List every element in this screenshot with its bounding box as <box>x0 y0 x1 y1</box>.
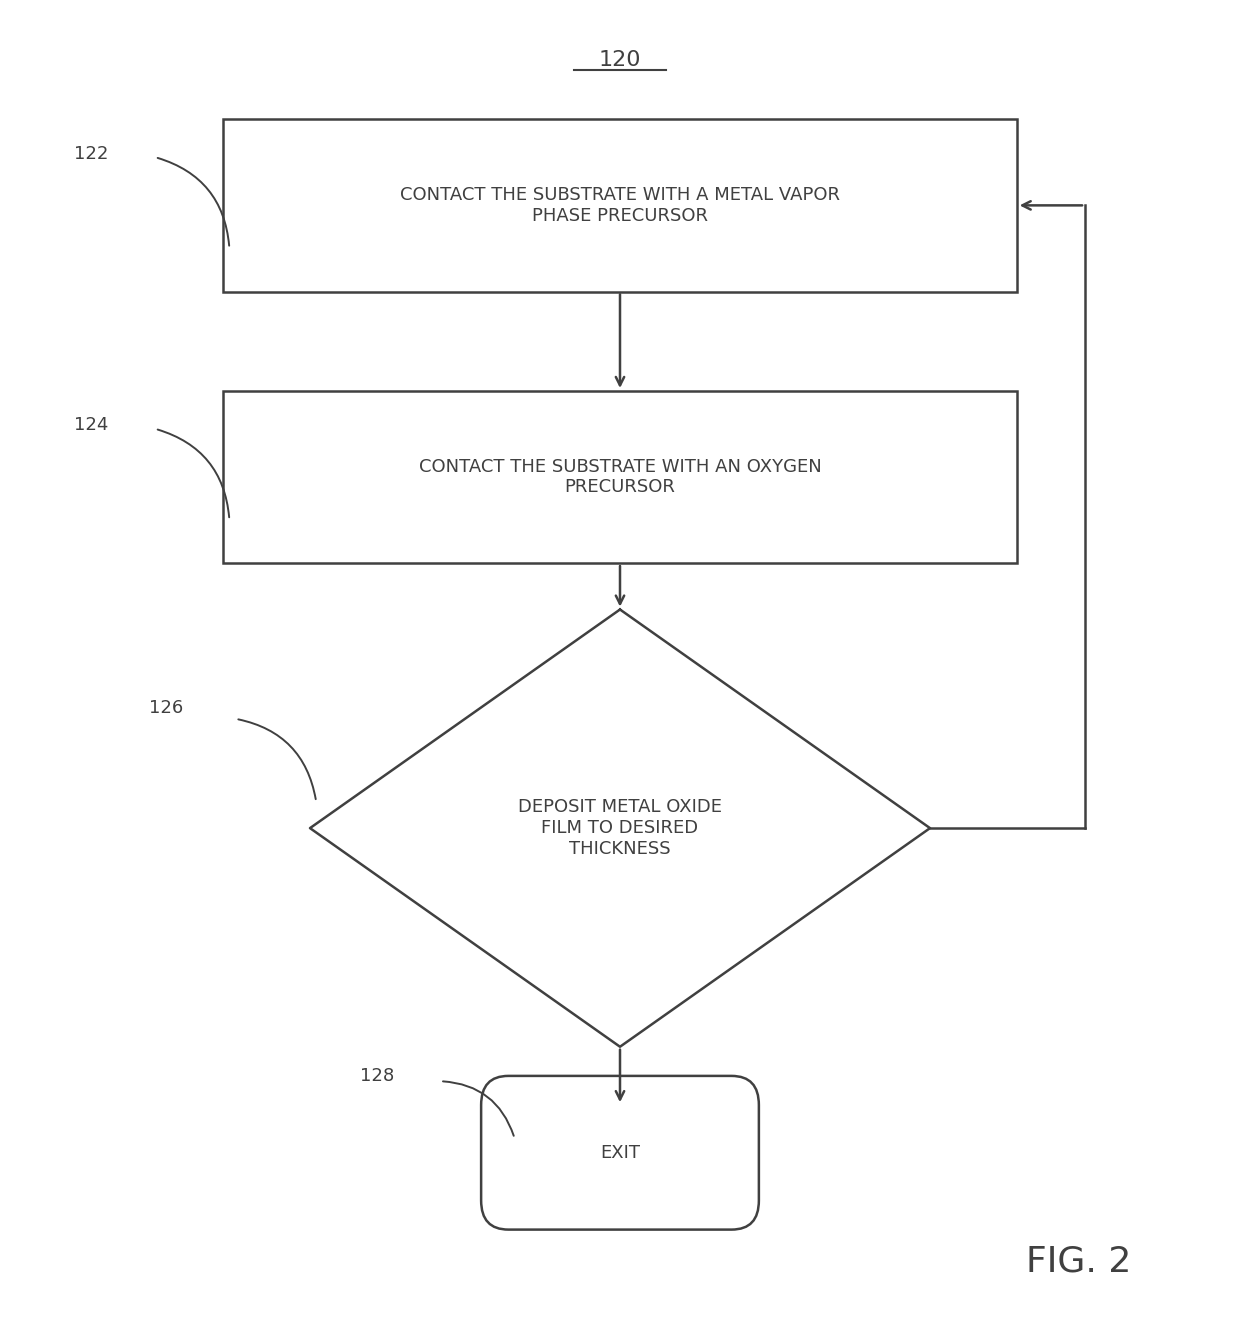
Text: 126: 126 <box>149 698 184 717</box>
FancyBboxPatch shape <box>481 1076 759 1230</box>
Text: 122: 122 <box>74 144 109 163</box>
Text: 128: 128 <box>360 1068 394 1085</box>
Text: CONTACT THE SUBSTRATE WITH A METAL VAPOR
PHASE PRECURSOR: CONTACT THE SUBSTRATE WITH A METAL VAPOR… <box>401 186 839 225</box>
Text: EXIT: EXIT <box>600 1143 640 1162</box>
Text: 120: 120 <box>599 49 641 70</box>
Text: 124: 124 <box>74 416 109 435</box>
FancyBboxPatch shape <box>223 119 1017 292</box>
Text: DEPOSIT METAL OXIDE
FILM TO DESIRED
THICKNESS: DEPOSIT METAL OXIDE FILM TO DESIRED THIC… <box>518 799 722 857</box>
FancyBboxPatch shape <box>223 391 1017 563</box>
Text: CONTACT THE SUBSTRATE WITH AN OXYGEN
PRECURSOR: CONTACT THE SUBSTRATE WITH AN OXYGEN PRE… <box>419 457 821 497</box>
Text: FIG. 2: FIG. 2 <box>1027 1244 1131 1279</box>
